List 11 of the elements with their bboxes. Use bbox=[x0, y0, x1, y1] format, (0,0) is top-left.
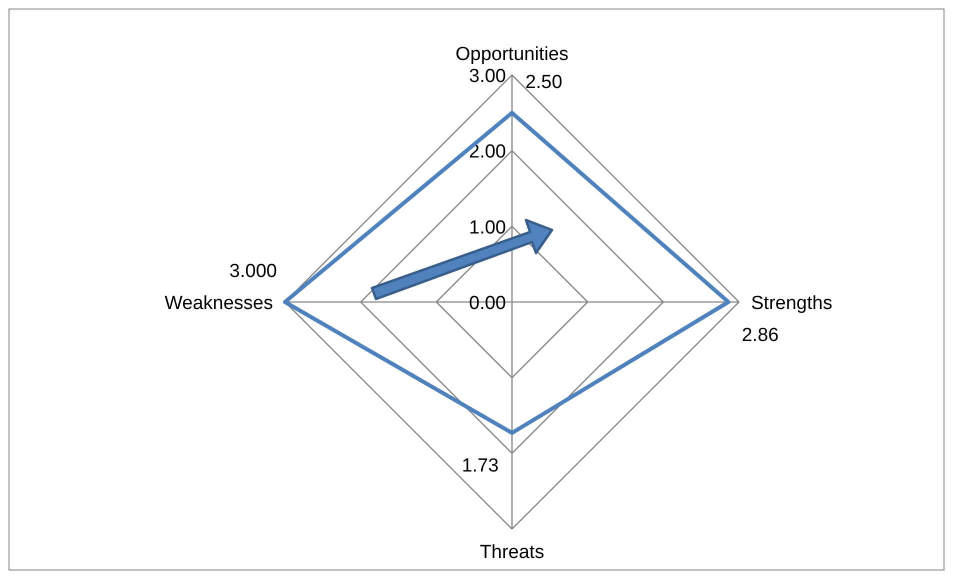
spoke-label: Opportunities bbox=[455, 44, 569, 65]
y-tick-label: 3.00 bbox=[469, 66, 506, 87]
y-tick-label: 1.00 bbox=[469, 217, 506, 238]
spoke-label: Threats bbox=[480, 542, 544, 563]
y-tick-label: 0.00 bbox=[469, 293, 506, 314]
data-label: 2.86 bbox=[742, 324, 779, 346]
data-label: 2.50 bbox=[525, 72, 562, 94]
spoke-label: Strengths bbox=[751, 293, 832, 314]
data-label: 3.000 bbox=[229, 261, 277, 282]
data-label: 1.73 bbox=[462, 456, 499, 477]
spoke-label: Weaknesses bbox=[164, 293, 273, 314]
